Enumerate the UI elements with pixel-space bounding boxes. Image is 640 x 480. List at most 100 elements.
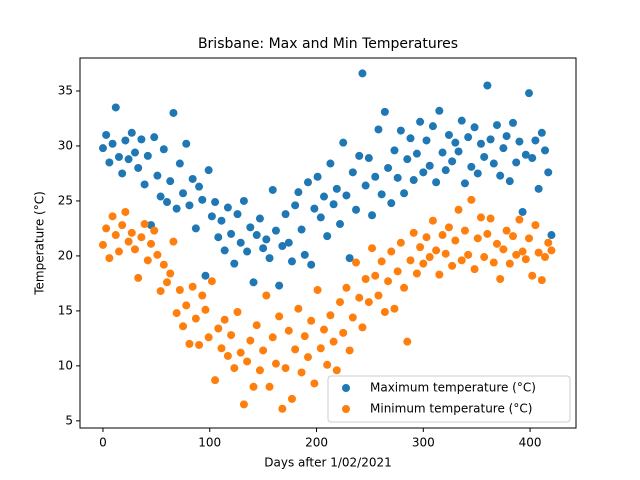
point (114, 247, 123, 256)
point (348, 168, 357, 177)
point (438, 231, 447, 240)
point (374, 125, 383, 134)
point (150, 133, 159, 142)
point (541, 253, 550, 262)
point (336, 298, 345, 307)
point (313, 172, 322, 181)
point (525, 89, 534, 98)
point (438, 148, 447, 157)
plot-area (98, 69, 556, 413)
point (531, 136, 540, 145)
point (352, 258, 361, 267)
point (380, 107, 389, 116)
point (470, 265, 479, 274)
point (416, 243, 425, 252)
point (211, 198, 220, 207)
point (114, 152, 123, 161)
point (291, 345, 300, 354)
point (249, 382, 258, 391)
point (188, 282, 197, 291)
point (396, 238, 405, 247)
point (188, 174, 197, 183)
point (409, 176, 418, 185)
point (342, 283, 351, 292)
point (98, 144, 107, 153)
point (271, 359, 280, 368)
point (124, 155, 133, 164)
point (393, 173, 402, 182)
point (140, 220, 149, 229)
point (377, 190, 386, 199)
x-tick-label: 0 (99, 436, 107, 450)
point (204, 166, 213, 175)
point (512, 250, 521, 259)
point (467, 195, 476, 204)
point (352, 205, 361, 214)
point (252, 231, 261, 240)
point (220, 315, 229, 324)
point (201, 271, 210, 280)
point (486, 135, 495, 144)
point (140, 180, 149, 189)
point (387, 247, 396, 256)
y-tick-label: 5 (65, 413, 73, 427)
point (441, 249, 450, 258)
point (294, 188, 303, 197)
point (525, 234, 534, 243)
point (230, 259, 239, 268)
point (444, 223, 453, 232)
point (243, 247, 252, 256)
point (310, 379, 319, 388)
point (275, 312, 284, 321)
point (281, 364, 290, 373)
point (163, 278, 172, 287)
point (300, 250, 309, 259)
point (432, 246, 441, 255)
point (255, 214, 264, 223)
point (528, 271, 537, 280)
point (451, 236, 460, 245)
point (287, 394, 296, 403)
point (271, 226, 280, 235)
point (435, 106, 444, 115)
y-tick-label: 10 (58, 358, 73, 372)
point (153, 171, 162, 180)
point (268, 185, 277, 194)
point (303, 353, 312, 362)
point (211, 376, 220, 385)
point (175, 286, 184, 295)
point (169, 108, 178, 117)
point (191, 314, 200, 323)
legend-label: Minimum temperature (°C) (370, 402, 532, 416)
point (512, 158, 521, 167)
point (265, 382, 274, 391)
point (403, 155, 412, 164)
point (537, 128, 546, 137)
point (355, 293, 364, 302)
point (496, 171, 505, 180)
point (342, 191, 351, 200)
point (422, 136, 431, 145)
point (518, 247, 527, 256)
point (480, 253, 489, 262)
point (118, 221, 127, 230)
point (406, 134, 415, 143)
point (198, 291, 207, 300)
point (227, 229, 236, 238)
point (121, 136, 130, 145)
point (323, 360, 332, 369)
point (179, 322, 188, 331)
point (364, 154, 373, 163)
point (428, 122, 437, 131)
point (502, 132, 511, 141)
legend: Maximum temperature (°C) Minimum temperat… (327, 375, 571, 423)
point (547, 231, 556, 240)
point (409, 228, 418, 237)
point (127, 228, 136, 237)
point (492, 239, 501, 248)
point (137, 135, 146, 144)
point (496, 275, 505, 284)
point (265, 254, 274, 263)
point (371, 172, 380, 181)
point (195, 182, 204, 191)
